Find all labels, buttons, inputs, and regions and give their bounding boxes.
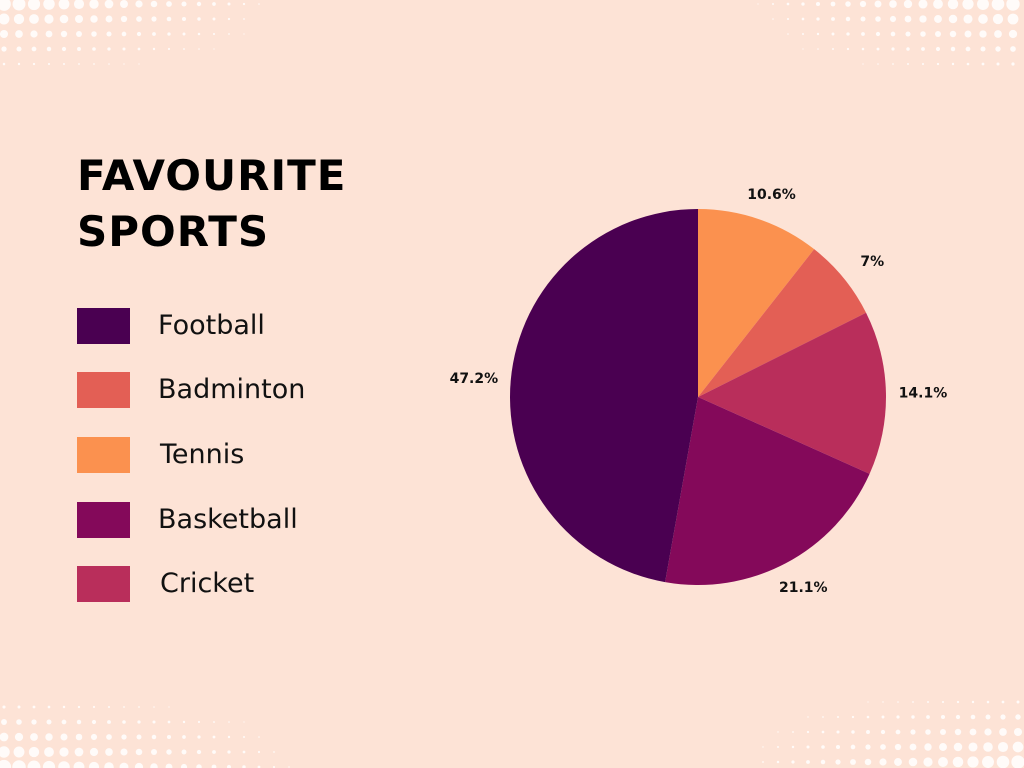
legend-item-basketball: Basketball — [77, 500, 397, 540]
legend-item-cricket: Cricket — [77, 564, 397, 604]
legend-item-tennis: Tennis — [77, 435, 397, 475]
legend-swatch-football — [77, 308, 130, 344]
legend-swatch-badminton — [77, 372, 130, 408]
legend-swatch-cricket — [77, 566, 130, 602]
legend-label-badminton: Badminton — [158, 374, 306, 405]
pie-label-badminton: 7% — [860, 254, 884, 270]
pie-label-basketball: 21.1% — [779, 580, 828, 596]
legend-item-football: Football — [77, 306, 397, 346]
pie-label-football: 47.2% — [450, 371, 499, 387]
chart-title: FAVOURITE SPORTS — [77, 151, 347, 256]
pie-slice-basketball — [665, 397, 870, 586]
pie-slice-badminton — [698, 249, 867, 397]
legend-label-basketball: Basketball — [158, 504, 298, 535]
legend-swatch-basketball — [77, 502, 130, 538]
pie-label-tennis: 10.6% — [747, 187, 796, 203]
pie-label-cricket: 14.1% — [899, 385, 948, 401]
pie-slice-football — [510, 209, 698, 583]
pie-slice-cricket — [698, 312, 886, 474]
legend-label-football: Football — [158, 310, 265, 341]
legend-swatch-tennis — [77, 437, 130, 473]
pie-slice-tennis — [698, 209, 815, 397]
legend-item-badminton: Badminton — [77, 370, 397, 410]
legend-label-cricket: Cricket — [160, 568, 255, 599]
legend-label-tennis: Tennis — [160, 439, 245, 470]
